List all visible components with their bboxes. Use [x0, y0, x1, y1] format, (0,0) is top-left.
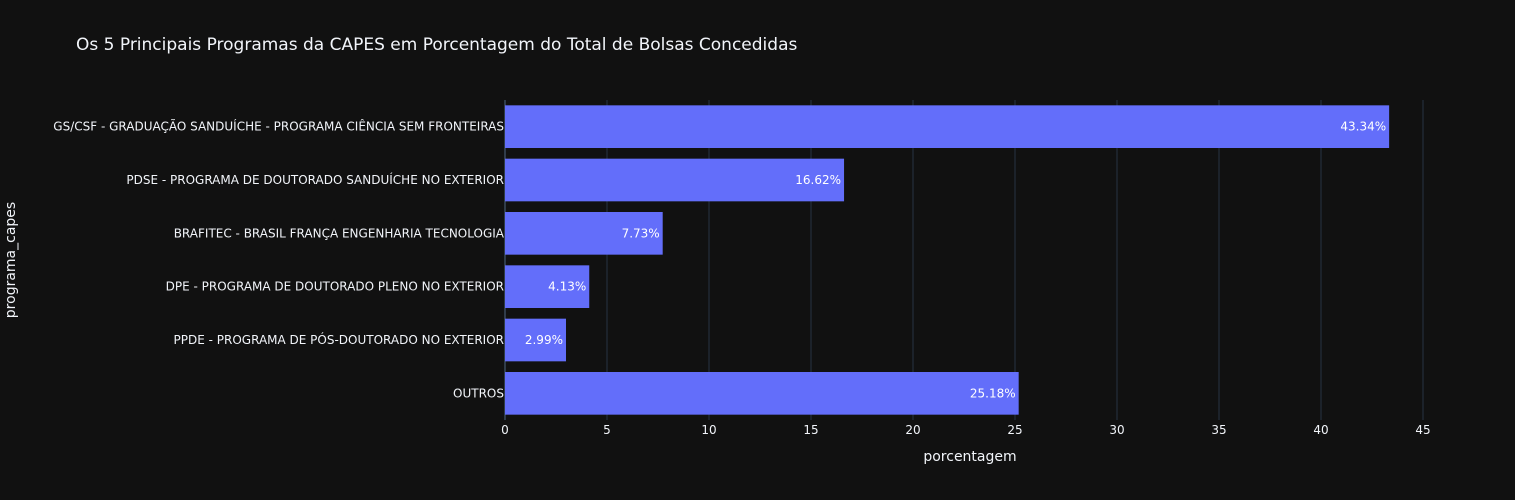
y-tick-label: PPDE - PROGRAMA DE PÓS-DOUTORADO NO EXTE… [174, 332, 504, 347]
bar [505, 265, 590, 308]
y-axis-ticks: GS/CSF - GRADUAÇÃO SANDUÍCHE - PROGRAMA … [53, 119, 504, 401]
bar-data-label: 16.62% [795, 173, 841, 187]
y-tick-label: BRAFITEC - BRASIL FRANÇA ENGENHARIA TECN… [174, 226, 505, 240]
bar-data-label: 43.34% [1340, 120, 1386, 134]
y-axis-title: programa_capes [3, 202, 19, 318]
bar [505, 372, 1019, 415]
y-tick-label: DPE - PROGRAMA DE DOUTORADO PLENO NO EXT… [166, 280, 504, 294]
x-axis-ticks: 0 5 10 15 20 25 30 35 40 45 [501, 423, 1430, 437]
x-tick-label: 45 [1415, 423, 1430, 437]
x-tick-label: 20 [905, 423, 920, 437]
bar-data-label: 2.99% [525, 333, 563, 347]
x-tick-label: 25 [1007, 423, 1022, 437]
bar [505, 158, 845, 202]
bar-data-label: 7.73% [622, 226, 660, 240]
bar [505, 318, 566, 362]
bar-data-label: 4.13% [548, 280, 586, 294]
y-tick-label: PDSE - PROGRAMA DE DOUTORADO SANDUÍCHE N… [126, 172, 504, 187]
x-tick-label: 0 [501, 423, 509, 437]
x-tick-label: 5 [603, 423, 611, 437]
x-tick-label: 10 [701, 423, 716, 437]
x-tick-label: 35 [1211, 423, 1226, 437]
chart-title: Os 5 Principais Programas da CAPES em Po… [76, 35, 797, 55]
grid-lines [504, 100, 1424, 420]
x-tick-label: 30 [1109, 423, 1124, 437]
y-tick-label: GS/CSF - GRADUAÇÃO SANDUÍCHE - PROGRAMA … [53, 119, 504, 134]
x-axis-title: porcentagem [923, 449, 1016, 465]
y-tick-label: OUTROS [453, 386, 504, 400]
bar [505, 212, 663, 255]
bar-data-label: 25.18% [970, 386, 1016, 400]
x-tick-label: 40 [1313, 423, 1328, 437]
bars: 43.34% 16.62% 7.73% 4.13% 2.99% 25.18% [505, 105, 1390, 415]
x-tick-label: 15 [803, 423, 818, 437]
bar [505, 105, 1390, 148]
